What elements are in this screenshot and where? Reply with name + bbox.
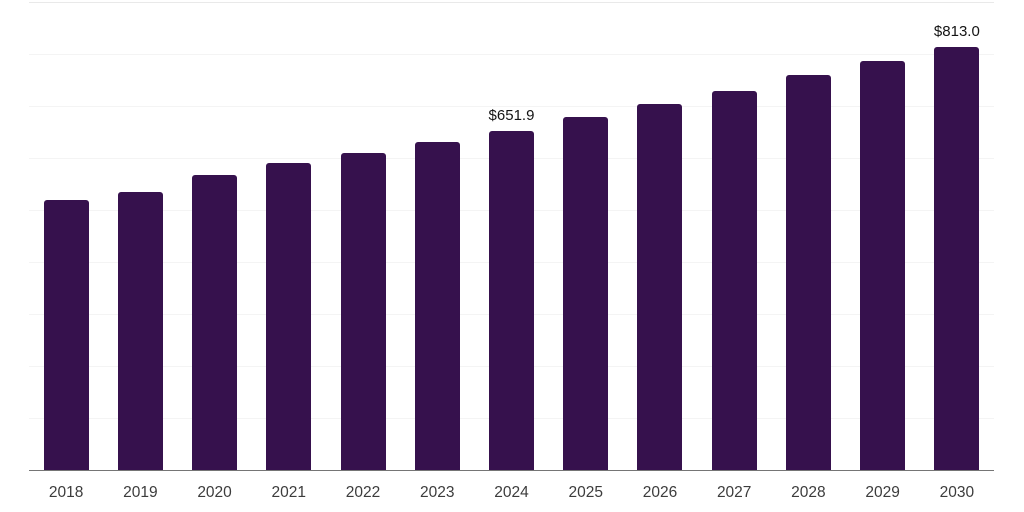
gridline-800: [29, 53, 994, 55]
bar-2025: [563, 117, 609, 470]
x-axis-label-2021: 2021: [271, 484, 307, 501]
x-axis-label-2018: 2018: [48, 484, 84, 501]
bar-value-label-2024: $651.9: [488, 107, 535, 124]
bar-2028: [785, 75, 831, 470]
bar-2027: [711, 91, 757, 470]
bar-2026: [637, 104, 683, 470]
bar-2020: [192, 175, 238, 470]
gridline-900: [29, 1, 994, 3]
bar-2021: [266, 163, 312, 470]
gridline-700: [29, 105, 994, 107]
bar-2023: [414, 142, 460, 470]
x-axis-label-2020: 2020: [197, 484, 232, 501]
bar-value-label-2030: $813.0: [933, 23, 980, 40]
bar-2019: [117, 192, 163, 470]
x-axis-label-2022: 2022: [345, 484, 381, 501]
bar-2029: [860, 61, 906, 470]
x-axis-label-2027: 2027: [716, 484, 752, 501]
x-axis-label-2029: 2029: [865, 484, 900, 501]
bar-2022: [340, 153, 386, 470]
x-axis-label-2026: 2026: [642, 484, 678, 501]
x-axis-label-2024: 2024: [494, 484, 529, 501]
x-axis-label-2019: 2019: [123, 484, 158, 501]
x-axis-line: [29, 469, 994, 471]
bar-2024: [489, 131, 534, 470]
bar-2018: [43, 200, 89, 470]
x-axis-label-2025: 2025: [568, 484, 603, 501]
x-axis-label-2023: 2023: [420, 484, 455, 501]
x-axis-label-2030: 2030: [939, 484, 975, 501]
bar-2030: [934, 47, 980, 470]
x-axis-label-2028: 2028: [791, 484, 826, 501]
